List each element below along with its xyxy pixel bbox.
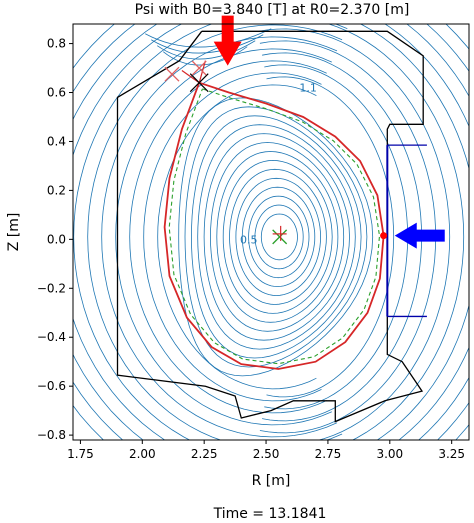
x-tick-label: 3.25	[438, 447, 465, 461]
strike-point-marker	[191, 60, 207, 76]
psi-contour-line	[115, 48, 332, 426]
y-axis: −0.8 −0.6 −0.4 −0.2 0.0 0.2 0.4 0.6 0.8	[37, 37, 73, 442]
x-tick-label: 1.75	[67, 447, 94, 461]
psi-contour-line	[235, 177, 322, 296]
x-tick-label: 3.00	[376, 447, 403, 461]
psi-contour-line	[73, 24, 136, 440]
plot-frame	[72, 23, 470, 441]
chart-title: Psi with B0=3.840 [T] at R0=2.370 [m]	[135, 2, 410, 18]
x-tick-label: 2.75	[315, 447, 342, 461]
y-tick-label: 0.4	[47, 134, 66, 148]
psi-contour-line	[327, 24, 465, 440]
x-tick-label: 2.00	[129, 447, 156, 461]
xpoint-marker	[189, 73, 209, 93]
x-axis: 1.75 2.00 2.25 2.50 2.75 3.00 3.25	[67, 440, 465, 461]
psi-contour-line	[257, 28, 451, 440]
psi-contour-line	[359, 24, 469, 440]
psi-contour-line	[248, 195, 310, 279]
y-tick-label: −0.8	[37, 428, 66, 442]
y-tick-label: 0.0	[47, 232, 66, 246]
separatrix-line	[163, 81, 385, 370]
y-tick-label: 0.8	[47, 37, 66, 51]
x-axis-label: R [m]	[252, 473, 291, 489]
psi-contours: 1.1 0.5	[73, 24, 469, 440]
psi-contour-line	[197, 124, 356, 350]
psi-contour-line	[190, 115, 362, 359]
psi-contour-line	[229, 168, 327, 305]
psi-contour-line	[241, 186, 316, 288]
psi-contour-line	[216, 151, 339, 323]
y-tick-label: −0.2	[37, 281, 66, 295]
contour-value-label: 0.5	[240, 233, 258, 246]
psi-contour-line	[143, 72, 322, 402]
psi-contour-line	[209, 142, 345, 332]
psi-contour-line	[406, 24, 469, 440]
psi-contour-line	[184, 106, 368, 368]
y-axis-label: Z [m]	[6, 213, 22, 252]
blue-arrow	[394, 222, 445, 249]
strike-point-marker	[164, 66, 180, 82]
y-tick-label: 0.6	[47, 86, 66, 100]
psi-contour-line	[156, 40, 256, 60]
psi-contour-line	[157, 84, 317, 390]
psi-contour-line	[203, 133, 350, 341]
psi-contour-line	[260, 213, 298, 261]
magnetic-axis-marker	[272, 229, 288, 245]
y-tick-label: −0.6	[37, 379, 66, 393]
overlay-layer	[116, 15, 445, 423]
psi-contour-line	[222, 159, 333, 314]
x-tick-label: 2.25	[191, 447, 218, 461]
psi-contour-line	[151, 34, 264, 54]
time-footer: Time = 13.1841	[213, 506, 327, 522]
x-tick-label: 2.50	[253, 447, 280, 461]
psi-contour-line	[254, 204, 304, 270]
psi-contour-line	[145, 28, 272, 48]
outer-midplane-point	[380, 232, 388, 240]
psi-contour-line	[178, 97, 374, 377]
psi-contour-line	[73, 24, 348, 440]
psi-contour-line	[101, 36, 338, 438]
y-tick-label: 0.2	[47, 183, 66, 197]
first-wall-outline	[116, 30, 424, 423]
red-arrow	[213, 15, 242, 66]
y-tick-label: −0.4	[37, 330, 66, 344]
psi-contour-line	[266, 76, 395, 398]
contour-value-label: 1.1	[299, 82, 317, 95]
psi-contour-line	[129, 60, 327, 414]
